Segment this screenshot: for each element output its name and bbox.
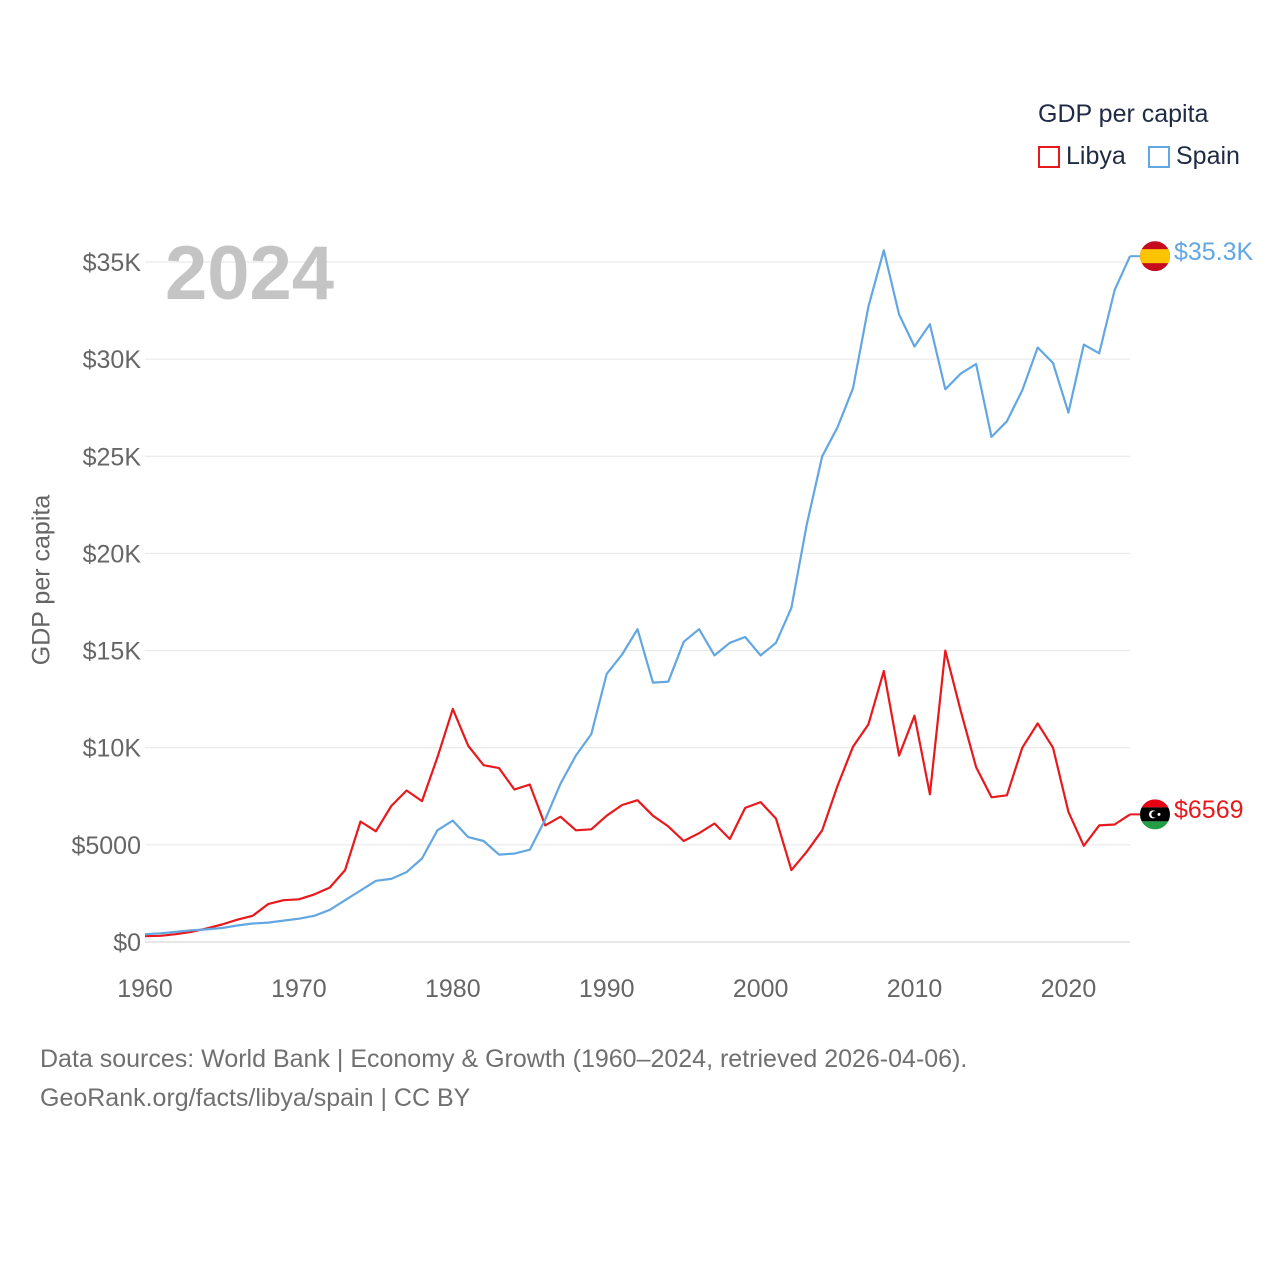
legend-swatch-spain [1148,145,1170,168]
y-tick-label: $0 [113,929,141,957]
legend-title: GDP per capita [1038,100,1209,128]
spain-flag-icon [1140,241,1170,272]
x-tick-label: 2020 [1041,975,1097,1003]
y-tick-label: $25K [83,443,142,471]
legend-item-libya[interactable]: Libya [1038,142,1126,171]
x-tick-label: 1960 [117,975,173,1003]
y-axis-ticks: $0 $5000 $10K $15K $20K $25K $30K $35K [71,249,141,957]
x-tick-label: 1980 [425,975,481,1003]
grid-lines [145,261,1130,943]
legend-swatch-libya [1038,145,1060,168]
series-line-spain[interactable] [144,249,1132,936]
footer-link[interactable]: GeoRank.org/facts/libya/spain | CC BY [40,1084,471,1112]
y-tick-label: $20K [83,540,142,568]
libya-end-value: $6569 [1174,796,1244,824]
y-tick-label: $10K [83,735,142,763]
y-tick-label: $35K [83,249,142,277]
x-tick-label: 2010 [887,975,943,1003]
x-tick-label: 2000 [733,975,789,1003]
y-tick-label: $5000 [71,832,141,860]
current-year-display: 2024 [165,231,335,316]
y-tick-label: $15K [83,638,142,666]
legend-item-spain[interactable]: Spain [1148,142,1240,171]
y-axis-label: GDP per capita [27,494,56,666]
series-line-libya[interactable] [144,649,1131,938]
end-markers [1130,241,1170,830]
legend-label-libya: Libya [1066,142,1126,170]
spain-end-value: $35.3K [1174,238,1254,266]
libya-flag-icon [1140,799,1170,830]
y-tick-label: $30K [83,346,142,374]
legend-label-spain: Spain [1176,142,1240,170]
footer-sources: Data sources: World Bank | Economy & Gro… [40,1045,968,1073]
x-tick-label: 1990 [579,975,635,1003]
x-tick-label: 1970 [271,975,327,1003]
x-axis-ticks: 1960 1970 1980 1990 2000 2010 2020 [117,975,1096,1003]
series-lines [144,249,1132,938]
